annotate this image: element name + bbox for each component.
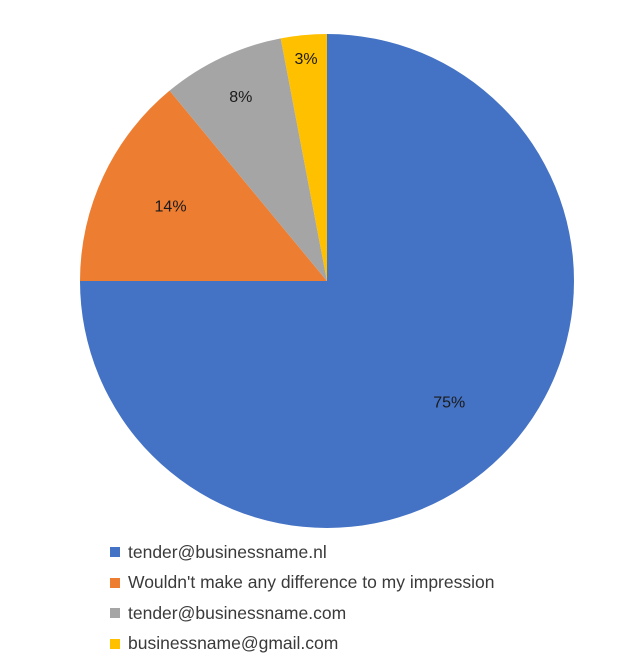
pie-slice-label-2: 14% <box>155 199 187 216</box>
pie-slice-label-3: 8% <box>229 89 252 106</box>
legend-swatch-4 <box>110 638 120 649</box>
legend-item-3: tender@businessname.com <box>110 598 494 629</box>
legend-swatch-3 <box>110 608 120 619</box>
legend-label-4: businessname@gmail.com <box>128 633 339 654</box>
legend-item-4: businessname@gmail.com <box>110 629 494 660</box>
legend-item-1: tender@businessname.nl <box>110 537 494 568</box>
legend-label-3: tender@businessname.com <box>128 602 347 623</box>
pie-plot-area: 75% 14% 8% 3% <box>80 34 574 528</box>
chart-legend: tender@businessname.nl Wouldn't make any … <box>110 537 494 659</box>
pie-slice-3 <box>169 38 327 281</box>
legend-label-2: Wouldn't make any difference to my impre… <box>128 572 495 593</box>
pie-slice-4 <box>280 34 327 281</box>
pie-slice-label-4: 3% <box>295 51 318 68</box>
legend-item-2: Wouldn't make any difference to my impre… <box>110 568 494 599</box>
legend-swatch-2 <box>110 577 120 588</box>
legend-swatch-1 <box>110 547 120 558</box>
legend-label-1: tender@businessname.nl <box>128 541 327 562</box>
pie-slice-label-1: 75% <box>433 394 465 411</box>
pie-slice-2 <box>80 90 327 282</box>
